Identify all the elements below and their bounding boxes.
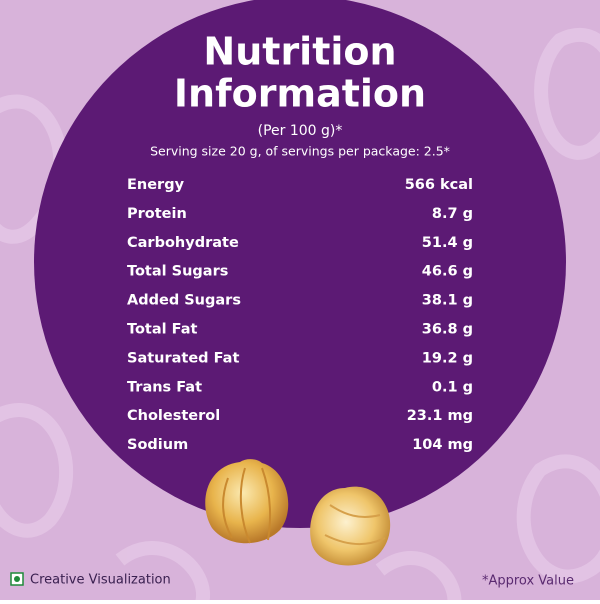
nutrient-value: 51.4 g [422, 235, 473, 251]
nutrient-value: 38.1 g [422, 293, 473, 309]
nutrient-name: Total Sugars [127, 264, 228, 280]
footer-note: *Approx Value [482, 574, 574, 589]
nutrient-name: Cholesterol [127, 408, 220, 424]
nutrient-name: Sodium [127, 437, 188, 453]
nutrient-name: Protein [127, 206, 187, 222]
nutrient-name: Energy [127, 177, 185, 193]
veg-icon [10, 572, 24, 586]
nutrient-name: Added Sugars [127, 293, 241, 309]
nutrient-name: Total Fat [127, 322, 198, 338]
nutrient-name: Carbohydrate [127, 235, 239, 251]
nutrient-value: 19.2 g [422, 350, 473, 366]
title-line: Nutrition [203, 30, 396, 74]
serving: Serving size 20 g, of servings per packa… [150, 144, 450, 159]
title-line: Information [174, 72, 426, 116]
background-circle [34, 0, 566, 528]
nutrient-name: Saturated Fat [127, 350, 239, 366]
hazelnut [310, 486, 391, 566]
nutrient-value: 104 mg [412, 437, 473, 453]
hazelnut [205, 459, 289, 544]
nutrient-value: 8.7 g [432, 206, 473, 222]
basis: (Per 100 g)* [258, 123, 343, 139]
footer-note: Creative Visualization [30, 573, 171, 588]
nutrient-name: Trans Fat [127, 379, 202, 395]
nutrient-value: 46.6 g [422, 264, 473, 280]
nutrient-value: 23.1 mg [407, 408, 473, 424]
nutrient-value: 566 kcal [405, 177, 473, 193]
nutrition-table: Energy 566 kcal Protein 8.7 g Carbohydrate 51… [127, 177, 473, 453]
nutrient-value: 0.1 g [432, 379, 473, 395]
nutrient-value: 36.8 g [422, 322, 473, 338]
